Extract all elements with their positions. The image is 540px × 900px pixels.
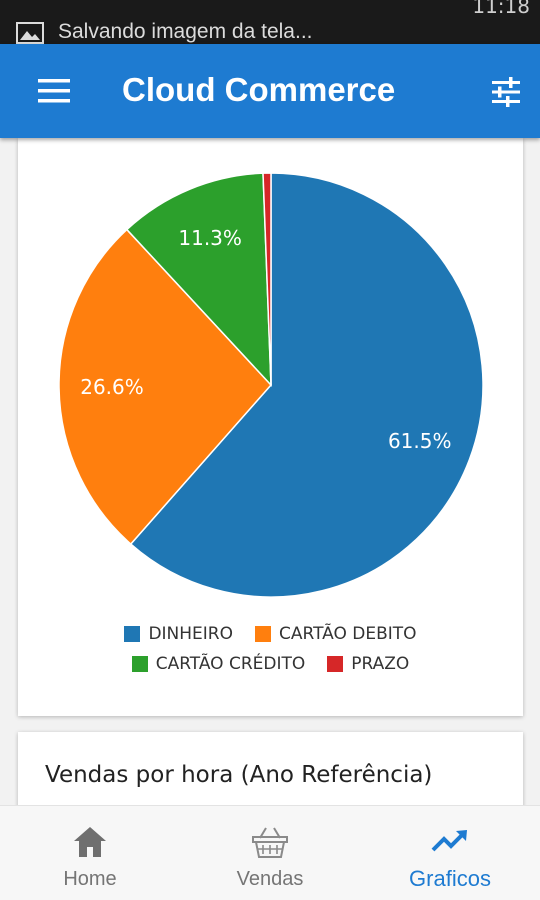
status-clock: 11:18 bbox=[472, 0, 530, 18]
slice-dinheiro bbox=[129, 172, 484, 598]
bottom-navigation: Home Vendas Graficos bbox=[0, 805, 540, 900]
trending-up-icon bbox=[431, 830, 467, 852]
legend-swatch bbox=[131, 656, 148, 672]
legend-swatch bbox=[124, 626, 141, 642]
legend-item-prazo: PRAZO bbox=[327, 654, 409, 674]
legend-label: CARTÃO CRÉDITO bbox=[155, 654, 306, 674]
legend-label: PRAZO bbox=[351, 654, 410, 674]
basket-icon bbox=[252, 827, 288, 858]
image-icon bbox=[16, 22, 44, 44]
home-icon bbox=[74, 827, 106, 857]
tune-icon[interactable] bbox=[488, 76, 524, 108]
chart-legend-row: DINHEIRO CARTÃO DEBITO bbox=[18, 624, 523, 644]
app-title: Cloud Commerce bbox=[122, 71, 396, 108]
payment-chart-card: 61.5% 26.6% 11.3% DINHEIRO CARTÃO DEBITO C… bbox=[18, 138, 523, 716]
slice-cartao-debito bbox=[58, 228, 273, 546]
chart-legend-row: CARTÃO CRÉDITO PRAZO bbox=[18, 654, 523, 674]
slice-label: 11.3% bbox=[178, 226, 242, 250]
nav-label: Graficos bbox=[409, 866, 491, 891]
card-title: Vendas por hora (Ano Referência) bbox=[45, 762, 433, 788]
slice-label: 61.5% bbox=[388, 429, 452, 453]
legend-swatch bbox=[327, 656, 344, 672]
nav-label: Vendas bbox=[236, 868, 304, 890]
status-bar: Salvando imagem da tela... 11:18 bbox=[0, 0, 540, 44]
notification-text: Salvando imagem da tela... bbox=[58, 20, 313, 43]
legend-item-cartao-debito: CARTÃO DEBITO bbox=[255, 624, 417, 644]
legend-item-dinheiro: DINHEIRO bbox=[124, 624, 233, 644]
nav-item-vendas[interactable]: Vendas bbox=[180, 806, 360, 900]
app-bar: Cloud Commerce bbox=[0, 44, 540, 138]
nav-item-graficos[interactable]: Graficos bbox=[360, 806, 540, 900]
nav-label: Home bbox=[63, 868, 117, 890]
slice-label: 26.6% bbox=[80, 375, 144, 399]
payment-pie-chart: 61.5% 26.6% 11.3% bbox=[58, 172, 484, 598]
slice-prazo bbox=[262, 172, 272, 386]
legend-item-cartao-credito: CARTÃO CRÉDITO bbox=[131, 654, 306, 674]
legend-label: CARTÃO DEBITO bbox=[279, 624, 417, 644]
legend-swatch bbox=[255, 626, 272, 642]
nav-item-home[interactable]: Home bbox=[0, 806, 180, 900]
menu-icon[interactable] bbox=[34, 76, 74, 106]
slice-cartao-credito bbox=[125, 172, 272, 387]
legend-label: DINHEIRO bbox=[148, 624, 234, 644]
